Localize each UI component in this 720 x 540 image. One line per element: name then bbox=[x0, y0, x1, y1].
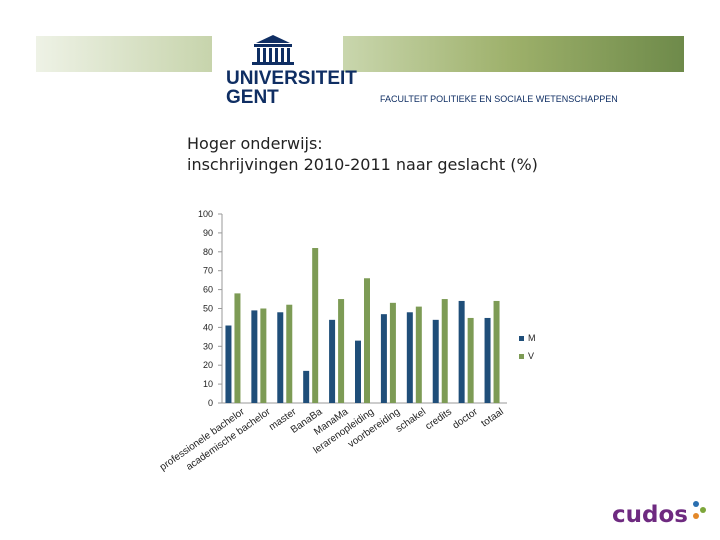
bar-M-10 bbox=[484, 317, 491, 403]
y-tick-label: 30 bbox=[203, 341, 213, 351]
bar-V-4 bbox=[338, 299, 345, 403]
university-name-line2: GENT bbox=[226, 87, 279, 108]
legend-swatch-V bbox=[519, 354, 524, 359]
legend-label-V: V bbox=[528, 351, 534, 361]
bar-M-5 bbox=[355, 340, 361, 403]
university-emblem-icon bbox=[252, 35, 294, 65]
y-tick-label: 50 bbox=[203, 304, 213, 314]
bar-series bbox=[225, 248, 500, 403]
bar-V-5 bbox=[364, 278, 370, 403]
bar-V-9 bbox=[467, 317, 474, 403]
university-name-line1: UNIVERSITEIT bbox=[226, 68, 357, 89]
y-tick-label: 60 bbox=[203, 285, 213, 295]
chart-title: Hoger onderwijs: inschrijvingen 2010-201… bbox=[187, 133, 538, 175]
category-label: credits bbox=[424, 406, 454, 432]
y-tick-label: 90 bbox=[203, 228, 213, 238]
bar-M-8 bbox=[432, 319, 439, 403]
bar-V-2 bbox=[286, 304, 293, 403]
cudos-logo-dot-orange bbox=[693, 513, 699, 519]
y-tick-label: 40 bbox=[203, 322, 213, 332]
cudos-logo-dot-blue bbox=[693, 501, 699, 507]
y-tick-label: 70 bbox=[203, 266, 213, 276]
chart-title-line2: inschrijvingen 2010-2011 naar geslacht (… bbox=[187, 155, 538, 174]
y-tick-label: 100 bbox=[198, 209, 213, 219]
bar-M-7 bbox=[406, 312, 413, 403]
banner-right-photo bbox=[343, 36, 684, 72]
chart-title-line1: Hoger onderwijs: bbox=[187, 134, 323, 153]
bar-V-10 bbox=[493, 300, 500, 403]
bar-V-3 bbox=[312, 248, 319, 403]
y-tick-label: 0 bbox=[208, 398, 213, 408]
bar-V-0 bbox=[234, 293, 241, 403]
legend: MV bbox=[519, 333, 536, 361]
bar-M-6 bbox=[380, 314, 387, 403]
cudos-logo: cudos bbox=[612, 501, 706, 528]
bar-V-1 bbox=[260, 308, 267, 403]
cudos-logo-dot-green bbox=[700, 507, 706, 513]
cudos-logo-text: cudos bbox=[612, 502, 688, 528]
bar-M-4 bbox=[329, 319, 336, 403]
category-label: totaal bbox=[479, 406, 505, 429]
bar-V-8 bbox=[441, 299, 448, 403]
banner-left-photo bbox=[36, 36, 212, 72]
faculty-name: FACULTEIT POLITIEKE EN SOCIALE WETENSCHA… bbox=[380, 94, 618, 104]
bar-M-1 bbox=[251, 310, 258, 403]
legend-swatch-M bbox=[519, 336, 524, 341]
legend-label-M: M bbox=[528, 333, 536, 343]
y-tick-label: 10 bbox=[203, 379, 213, 389]
bar-V-7 bbox=[415, 306, 422, 403]
bar-M-0 bbox=[225, 325, 232, 403]
y-tick-label: 20 bbox=[203, 360, 213, 370]
bar-M-2 bbox=[277, 312, 284, 403]
y-tick-label: 80 bbox=[203, 247, 213, 257]
y-axis: 0 10 20 30 40 50 60 70 80 90 100 bbox=[198, 209, 507, 408]
category-label: doctor bbox=[451, 406, 481, 431]
bar-M-9 bbox=[458, 300, 465, 403]
bar-chart: 0 10 20 30 40 50 60 70 80 90 100 professionele bac… bbox=[158, 209, 536, 473]
header-banner: UNIVERSITEIT GENT FACULTEIT POLITIEKE EN… bbox=[36, 35, 684, 108]
bar-V-6 bbox=[389, 302, 396, 403]
bar-M-3 bbox=[303, 370, 310, 403]
category-label: schakel bbox=[394, 406, 428, 434]
